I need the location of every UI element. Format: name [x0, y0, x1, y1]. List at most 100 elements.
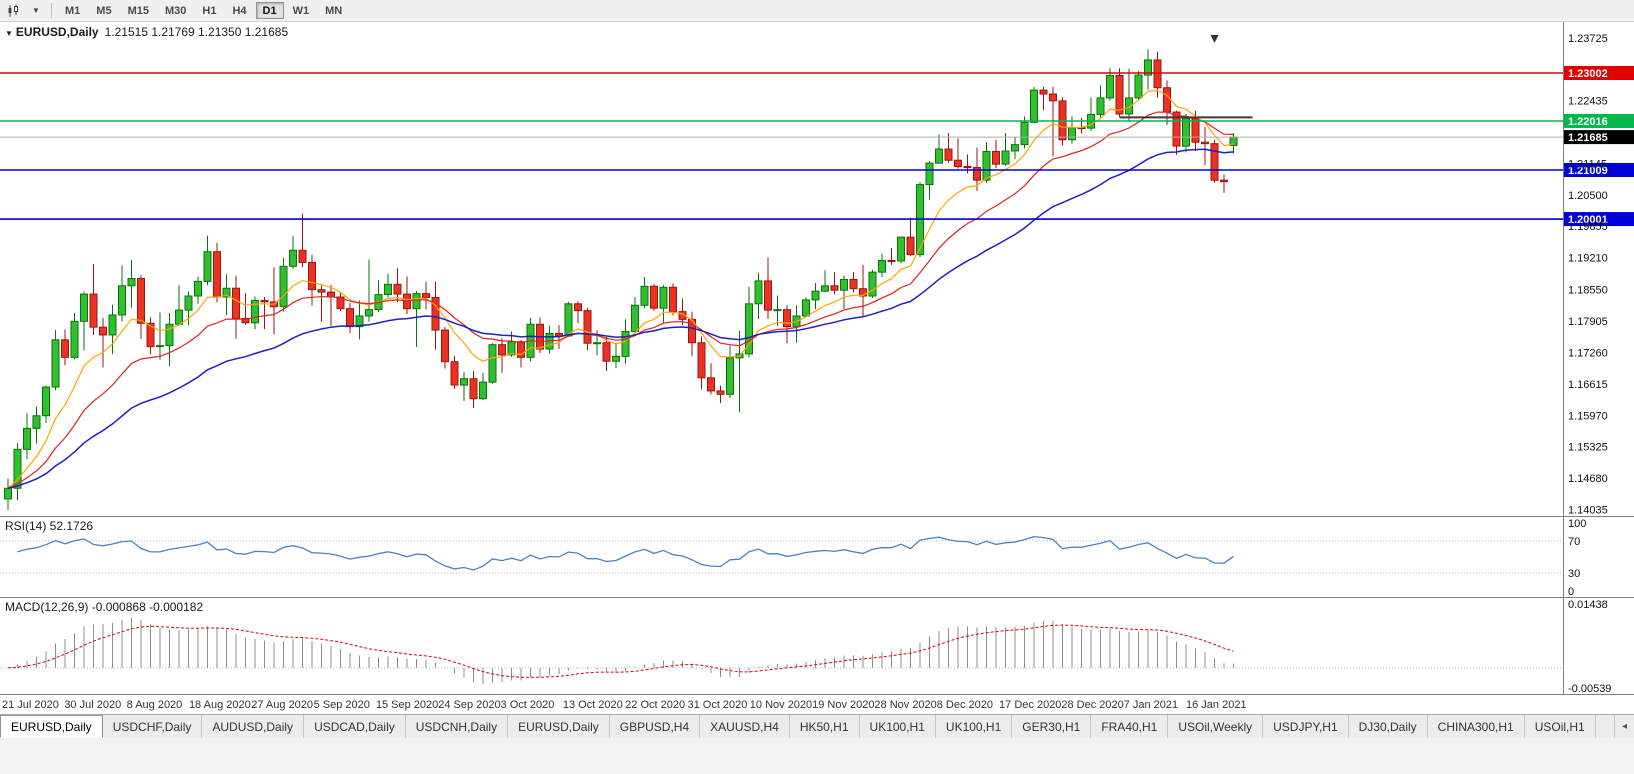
ma-slow-line: [7, 148, 1234, 490]
chart-tab-eurusd-daily[interactable]: EURUSD,Daily: [508, 715, 610, 738]
svg-text:1.15970: 1.15970: [1568, 410, 1608, 422]
svg-text:1.23002: 1.23002: [1568, 68, 1608, 80]
svg-text:17 Dec 2020: 17 Dec 2020: [999, 699, 1061, 711]
chart-tab-usoil-h1[interactable]: USOil,H1: [1524, 715, 1596, 738]
svg-text:1.17260: 1.17260: [1568, 347, 1608, 359]
svg-text:24 Sep 2020: 24 Sep 2020: [438, 699, 500, 711]
timeframe-button-m1[interactable]: M1: [58, 2, 87, 19]
timeframe-buttons: M1 M5 M15 M30 H1 H4 D1 W1 MN: [57, 2, 350, 19]
chart-tab-dj30-daily[interactable]: DJ30,Daily: [1348, 715, 1428, 738]
svg-text:1.20500: 1.20500: [1568, 190, 1608, 202]
chart-background: [0, 22, 1634, 714]
svg-text:1.14680: 1.14680: [1568, 473, 1608, 485]
chart-tab-hk50-h1[interactable]: HK50,H1: [789, 715, 860, 738]
svg-text:15 Sep 2020: 15 Sep 2020: [376, 699, 438, 711]
candlestick-chart-icon: [8, 4, 18, 17]
chart-tab-uk100-h1[interactable]: UK100,H1: [935, 715, 1013, 738]
chart-tab-eurusd-daily[interactable]: EURUSD,Daily: [0, 715, 103, 738]
svg-text:1.15325: 1.15325: [1568, 442, 1608, 454]
svg-text:1.22435: 1.22435: [1568, 96, 1608, 108]
svg-text:0: 0: [1568, 586, 1574, 598]
chevron-down-icon: ▼: [32, 5, 40, 15]
svg-text:1.19855: 1.19855: [1568, 221, 1608, 233]
chart-dropdown-button[interactable]: ▼: [26, 2, 46, 20]
chart-type-button[interactable]: [3, 2, 25, 20]
price-chart-canvas[interactable]: 1.230021.220161.210091.200011.216851.237…: [0, 22, 1634, 714]
chart-tab-usdchf-daily[interactable]: USDCHF,Daily: [102, 715, 203, 738]
svg-text:5 Sep 2020: 5 Sep 2020: [314, 699, 370, 711]
timeframe-button-d1[interactable]: D1: [255, 2, 284, 19]
svg-text:13 Oct 2020: 13 Oct 2020: [563, 699, 623, 711]
svg-text:1.21685: 1.21685: [1568, 132, 1608, 144]
chart-tab-ger30-h1[interactable]: GER30,H1: [1012, 715, 1092, 738]
svg-text:31 Oct 2020: 31 Oct 2020: [687, 699, 747, 711]
svg-text:7 Jan 2021: 7 Jan 2021: [1124, 699, 1178, 711]
svg-text:10 Nov 2020: 10 Nov 2020: [750, 699, 812, 711]
svg-text:30: 30: [1568, 568, 1580, 580]
svg-text:1.21009: 1.21009: [1568, 165, 1608, 177]
timeframe-button-h4[interactable]: H4: [225, 2, 253, 19]
chart-tab-usoil-weekly[interactable]: USOil,Weekly: [1168, 715, 1264, 738]
time-axis[interactable]: 21 Jul 2020 30 Jul 2020 8 Aug 2020 18 Aug 2…: [2, 699, 1247, 711]
timeframe-button-w1[interactable]: W1: [286, 2, 317, 19]
svg-text:3 Oct 2020: 3 Oct 2020: [501, 699, 555, 711]
svg-text:1.19210: 1.19210: [1568, 253, 1608, 265]
chart-tab-xauusd-h4[interactable]: XAUUSD,H4: [700, 715, 790, 738]
price-badge-1.21009: 1.21009: [1564, 163, 1634, 178]
timeframe-button-m5[interactable]: M5: [89, 2, 118, 19]
chart-tab-usdjpy-h1[interactable]: USDJPY,H1: [1263, 715, 1349, 738]
svg-text:8 Dec 2020: 8 Dec 2020: [937, 699, 993, 711]
svg-text:1.20001: 1.20001: [1568, 214, 1608, 226]
svg-text:30 Jul 2020: 30 Jul 2020: [64, 699, 121, 711]
toolbar-separator: [51, 3, 52, 18]
timeframe-button-m30[interactable]: M30: [158, 2, 193, 19]
svg-text:22 Oct 2020: 22 Oct 2020: [625, 699, 685, 711]
timeframe-button-m15[interactable]: M15: [121, 2, 156, 19]
price-badge-1.22016: 1.22016: [1564, 113, 1634, 128]
price-badge-1.23002: 1.23002: [1564, 66, 1634, 81]
svg-text:1.17905: 1.17905: [1568, 316, 1608, 328]
chart-tab-usdcnh-daily[interactable]: USDCNH,Daily: [405, 715, 509, 738]
timeframe-button-h1[interactable]: H1: [195, 2, 223, 19]
rsi-line: [17, 535, 1234, 571]
svg-text:21 Jul 2020: 21 Jul 2020: [2, 699, 59, 711]
footer-strip: [0, 738, 1634, 774]
chart-tab-fra40-h1[interactable]: FRA40,H1: [1091, 715, 1169, 738]
chart-tab-gbpusd-h4[interactable]: GBPUSD,H4: [609, 715, 701, 738]
ma-mid-line: [7, 111, 1234, 489]
macd-signal-line: [7, 624, 1234, 678]
chart-tab-uk100-h1[interactable]: UK100,H1: [859, 715, 936, 738]
svg-text:1.21145: 1.21145: [1568, 158, 1607, 170]
svg-text:1.16615: 1.16615: [1568, 379, 1608, 391]
svg-text:18 Aug 2020: 18 Aug 2020: [189, 699, 251, 711]
chart-tab-usdcad-daily[interactable]: USDCAD,Daily: [304, 715, 406, 738]
tab-scroll-left-icon[interactable]: ◂: [1614, 715, 1634, 738]
timeframe-toolbar: ▼ M1 M5 M15 M30 H1 H4 D1 W1 MN: [0, 0, 1634, 22]
svg-text:1.22016: 1.22016: [1568, 116, 1608, 128]
svg-text:28 Dec 2020: 28 Dec 2020: [1061, 699, 1123, 711]
chart-tabs: EURUSD,Daily USDCHF,Daily AUDUSD,Daily USDC…: [0, 715, 1614, 738]
svg-text:19 Nov 2020: 19 Nov 2020: [812, 699, 874, 711]
ma-fast-line: [7, 89, 1234, 489]
chart-window: 1.23002 1.22016 1.21009 1.20001 1.21685 1.237…: [0, 22, 1634, 714]
chart-tab-china300-h1[interactable]: CHINA300,H1: [1427, 715, 1525, 738]
svg-text:1.23725: 1.23725: [1568, 33, 1608, 45]
chart-tabbar: EURUSD,Daily USDCHF,Daily AUDUSD,Daily USDC…: [0, 714, 1634, 738]
price-badge-1.21685: 1.21685: [1564, 130, 1634, 145]
chart-tab-audusd-daily[interactable]: AUDUSD,Daily: [202, 715, 305, 738]
macd-histogram: [17, 617, 1234, 685]
svg-text:16 Jan 2021: 16 Jan 2021: [1186, 699, 1247, 711]
svg-text:1.14035: 1.14035: [1568, 504, 1608, 516]
price-badge-1.20001: 1.20001: [1564, 212, 1634, 227]
svg-text:100: 100: [1568, 518, 1586, 530]
svg-text:1.18550: 1.18550: [1568, 285, 1608, 297]
chart-menu-icon[interactable]: ▼: [5, 29, 13, 38]
svg-text:-0.00539: -0.00539: [1568, 683, 1611, 695]
svg-text:0.01438: 0.01438: [1568, 599, 1608, 611]
svg-text:8 Aug 2020: 8 Aug 2020: [127, 699, 183, 711]
svg-text:27 Aug 2020: 27 Aug 2020: [251, 699, 313, 711]
arrow-down-object[interactable]: [1210, 35, 1219, 44]
price-scale[interactable]: 1.23725 1.22435 1.21145 1.20500 1.19855 1.192…: [1568, 33, 1608, 517]
timeframe-button-mn[interactable]: MN: [318, 2, 349, 19]
